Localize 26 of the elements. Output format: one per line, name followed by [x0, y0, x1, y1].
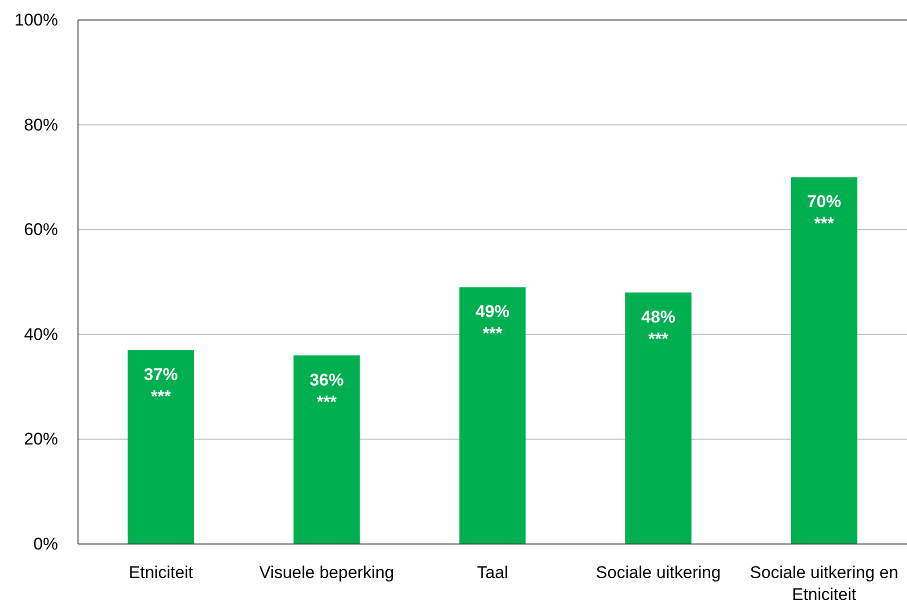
y-tick-label: 60% — [24, 220, 58, 240]
x-tick-label: Etniciteit — [128, 563, 194, 582]
y-tick-label: 40% — [24, 324, 58, 344]
bar — [625, 292, 692, 544]
y-tick-label: 20% — [24, 430, 58, 449]
data-label: 37% — [144, 365, 178, 384]
y-tick-label: 100% — [14, 10, 58, 30]
bar — [128, 350, 194, 544]
annotation: *** — [814, 214, 834, 234]
bar — [790, 177, 858, 544]
data-label: 48% — [641, 307, 676, 326]
annotation: *** — [150, 387, 172, 406]
bar — [294, 355, 360, 544]
annotation: *** — [316, 392, 337, 412]
annotation: *** — [482, 324, 503, 344]
x-tick-label: Taal — [476, 563, 508, 582]
annotation: *** — [648, 329, 669, 348]
x-tick-label: Sociale uitkering en Etniciteit — [750, 563, 898, 604]
x-tick-label: Visuele beperking — [259, 563, 394, 582]
y-tick-label: 0% — [33, 534, 58, 554]
data-label: 49% — [475, 302, 510, 322]
y-tick-label: 80% — [24, 115, 58, 134]
data-label: 70% — [807, 192, 842, 212]
data-label: 36% — [310, 370, 344, 390]
x-tick-label: Sociale uitkering — [596, 563, 721, 582]
bar — [459, 287, 526, 544]
